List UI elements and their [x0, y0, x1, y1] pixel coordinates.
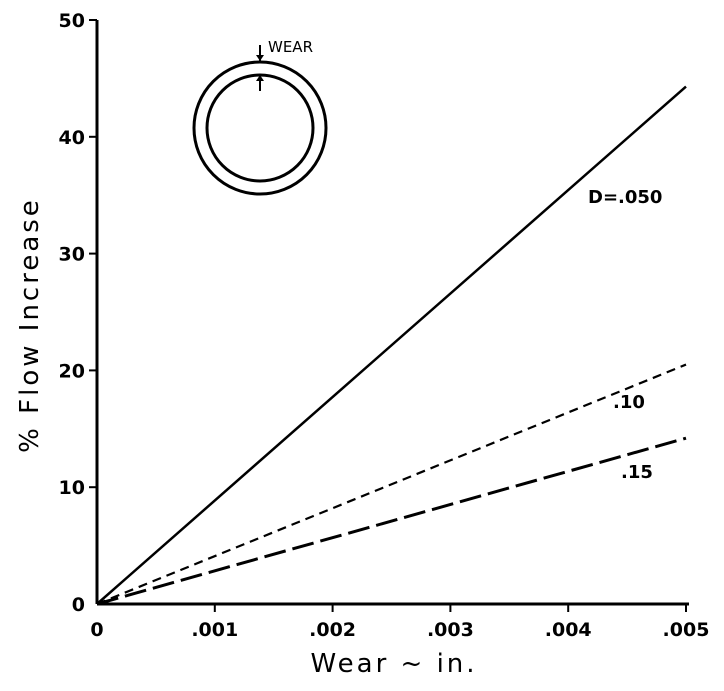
x-tick-label: 0	[90, 619, 103, 641]
x-tick-label: .004	[545, 619, 592, 641]
series-line	[96, 363, 687, 606]
x-tick-label: .005	[663, 619, 710, 641]
inset-wear-label: WEAR	[268, 38, 313, 56]
y-tick-label: 50	[59, 10, 85, 32]
y-tick-label: 30	[59, 244, 85, 266]
x-tick-label: .003	[427, 619, 474, 641]
labels-group: D=.050 .10 .15	[588, 187, 662, 483]
y-tick-label: 0	[72, 594, 85, 616]
wear-arrowhead-bottom	[256, 75, 264, 81]
wear-arrowhead-top	[256, 55, 264, 61]
series-line	[96, 436, 687, 606]
series-label: .10	[613, 392, 645, 413]
y-tick-label: 40	[59, 127, 85, 149]
y-axis-title: % Flow Increase	[15, 197, 45, 453]
wear-ring-diagram: WEAR	[192, 38, 328, 196]
series-label: .15	[621, 462, 653, 483]
series-group	[96, 85, 687, 606]
series-label: D=.050	[588, 187, 662, 208]
axis-ticks: 0 .001 .002 .003 .004 .005 0 10 20 30 40 50	[59, 10, 710, 641]
series-line	[96, 85, 687, 605]
x-tick-label: .002	[309, 619, 356, 641]
y-tick-label: 10	[59, 477, 85, 499]
x-tick-label: .001	[191, 619, 238, 641]
y-tick-label: 20	[59, 360, 85, 382]
x-axis-title: Wear ~ in.	[310, 649, 477, 679]
